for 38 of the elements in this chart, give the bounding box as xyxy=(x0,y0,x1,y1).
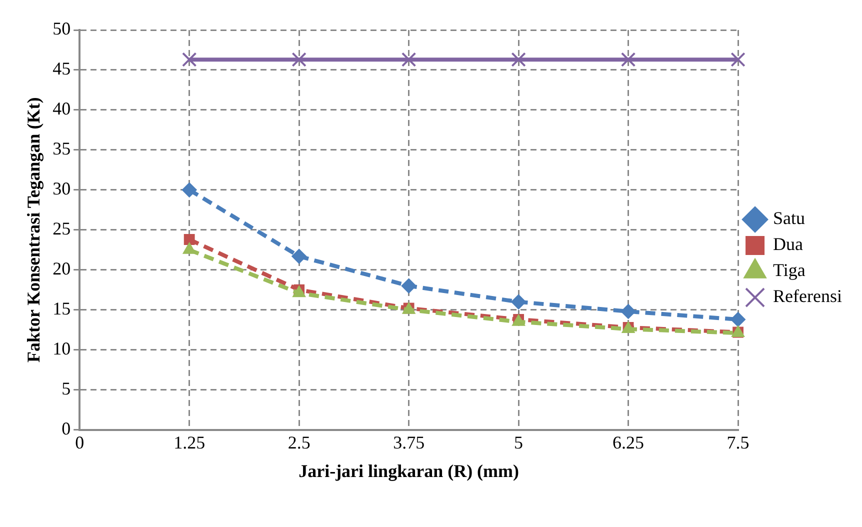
point xyxy=(730,312,746,327)
y-tick-label: 15 xyxy=(52,298,71,319)
point xyxy=(182,182,197,198)
point xyxy=(730,52,746,67)
point xyxy=(620,304,636,319)
y-tick-label: 20 xyxy=(52,258,71,279)
y-axis-title: Faktor Konsentrasi Tegangan (Kt) xyxy=(23,97,44,362)
x-tick-label: 2.5 xyxy=(288,432,310,452)
x-tick-label: 7.5 xyxy=(726,432,750,452)
y-tick-label: 30 xyxy=(52,178,71,199)
point xyxy=(511,52,526,67)
y-tick-label: 40 xyxy=(52,98,71,119)
y-tick-label: 25 xyxy=(52,218,71,239)
legend-label: Referensi xyxy=(773,286,842,306)
y-tick-label: 45 xyxy=(52,58,71,79)
legend-label: Tiga xyxy=(773,260,806,280)
y-tick-label: 10 xyxy=(52,338,71,359)
x-tick-label: 5 xyxy=(514,432,524,452)
legend-label: Dua xyxy=(773,234,804,254)
x-tick-label: 6.25 xyxy=(612,432,644,452)
point xyxy=(401,52,416,67)
point xyxy=(620,52,636,67)
x-axis-title: Jari-jari lingkaran (R) (mm) xyxy=(298,460,520,481)
point xyxy=(292,248,307,264)
point xyxy=(292,52,306,67)
x-tick-label: 0 xyxy=(75,432,84,452)
y-tick-label: 35 xyxy=(52,138,71,159)
y-tick-label: 0 xyxy=(62,418,71,439)
x-tick-label: 3.75 xyxy=(393,432,425,452)
point xyxy=(511,294,526,310)
x-tick-label: 1.25 xyxy=(174,432,206,452)
point xyxy=(401,278,416,294)
point xyxy=(182,52,197,67)
point xyxy=(184,234,195,245)
legend-label: Satu xyxy=(773,208,806,228)
y-tick-label: 5 xyxy=(62,378,71,399)
y-tick-label: 50 xyxy=(52,18,71,39)
point xyxy=(182,242,196,254)
